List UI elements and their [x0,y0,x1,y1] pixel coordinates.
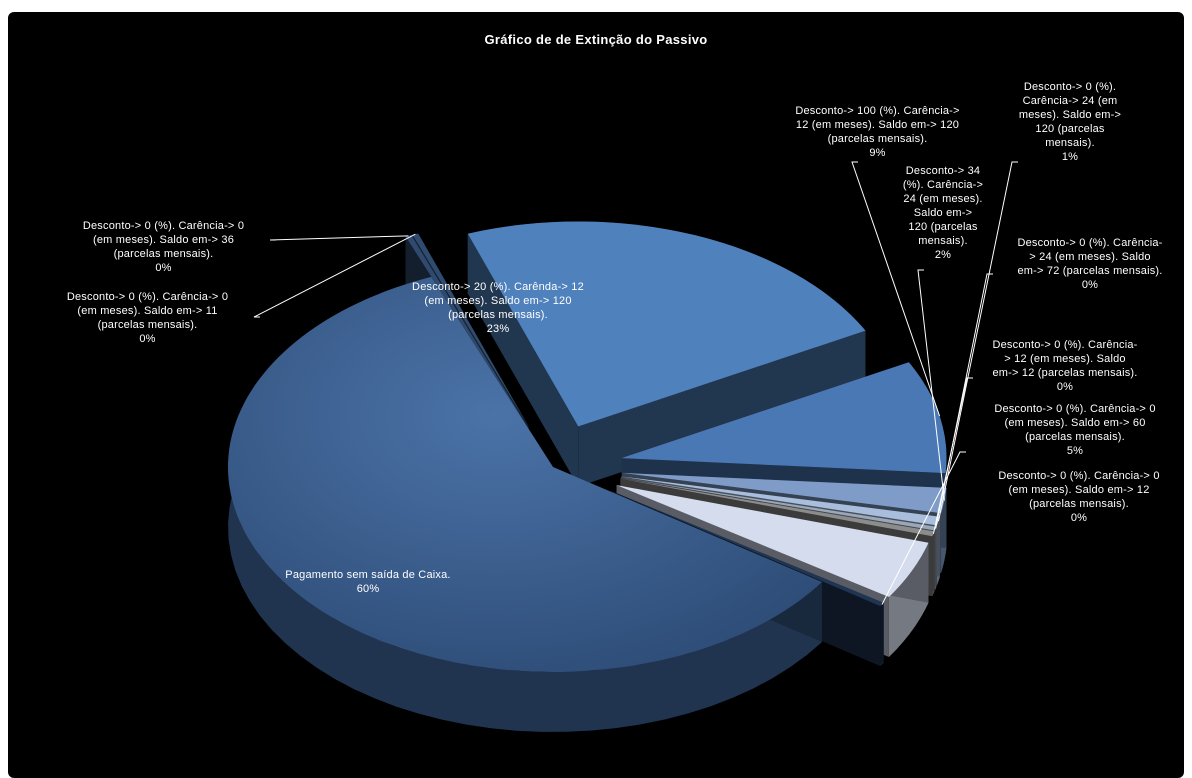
data-label-slice-8: Desconto-> 0 (%). Carência- > 12 (em mese… [992,339,1138,393]
pie-chart [227,161,1018,732]
pie-slice-11 [227,276,822,672]
leader-line-4 [851,161,941,417]
pie-slice-1 [405,235,528,427]
data-label-slice-9: Desconto-> 0 (%). Carência-> 0 (em meses)… [994,403,1156,457]
pie-slice-10 [611,491,884,607]
data-label-slice-2: Desconto-> 0 (%). Carência-> 0 (em meses)… [66,291,229,345]
leader-line-10 [881,451,966,605]
leader-line-6 [938,161,1018,522]
pie-slice-7 [620,477,937,531]
data-label-slice-1: Desconto-> 0 (%). Carência-> 0 (em meses)… [82,220,245,274]
pie-slice-edge-3-1 [467,233,579,487]
leader-line-2 [253,233,416,318]
data-label-slice-6: Desconto-> 0 (%). Carência-> 24 (em meses)… [1018,81,1122,163]
data-label-slice-5: Desconto-> 34 (%). Carência-> 24 (em meses… [902,165,984,261]
leader-line-1 [269,235,409,241]
pie-slice-9 [616,485,929,597]
chart-title: Gráfico de de Extinção do Passivo [484,32,708,47]
data-label-slice-11: Pagamento sem saída de Caixa. 60% [285,569,451,595]
data-label-slice-4: Desconto-> 100 (%). Carência-> 12 (em mes… [795,105,960,159]
pie-slice-3 [467,221,866,427]
pie-slice-8 [620,478,935,537]
pie-slice-edge-3-2 [578,330,866,487]
data-label-slice-10: Desconto-> 0 (%). Carência-> 0 (em meses)… [998,470,1160,524]
data-label-slice-7: Desconto-> 0 (%). Carência- > 24 (em mese… [1017,237,1163,291]
data-label-slice-3: Desconto-> 20 (%). Carênda-> 12 (em meses… [412,281,584,335]
pie-slice-6 [621,476,940,526]
pie-slice-2 [412,233,529,427]
chart-area: Gráfico de de Extinção do Passivo Descon… [8,12,1184,778]
leader-line-5 [917,269,945,501]
pie-slice-5 [622,472,947,514]
pie-slice-4 [621,362,947,474]
